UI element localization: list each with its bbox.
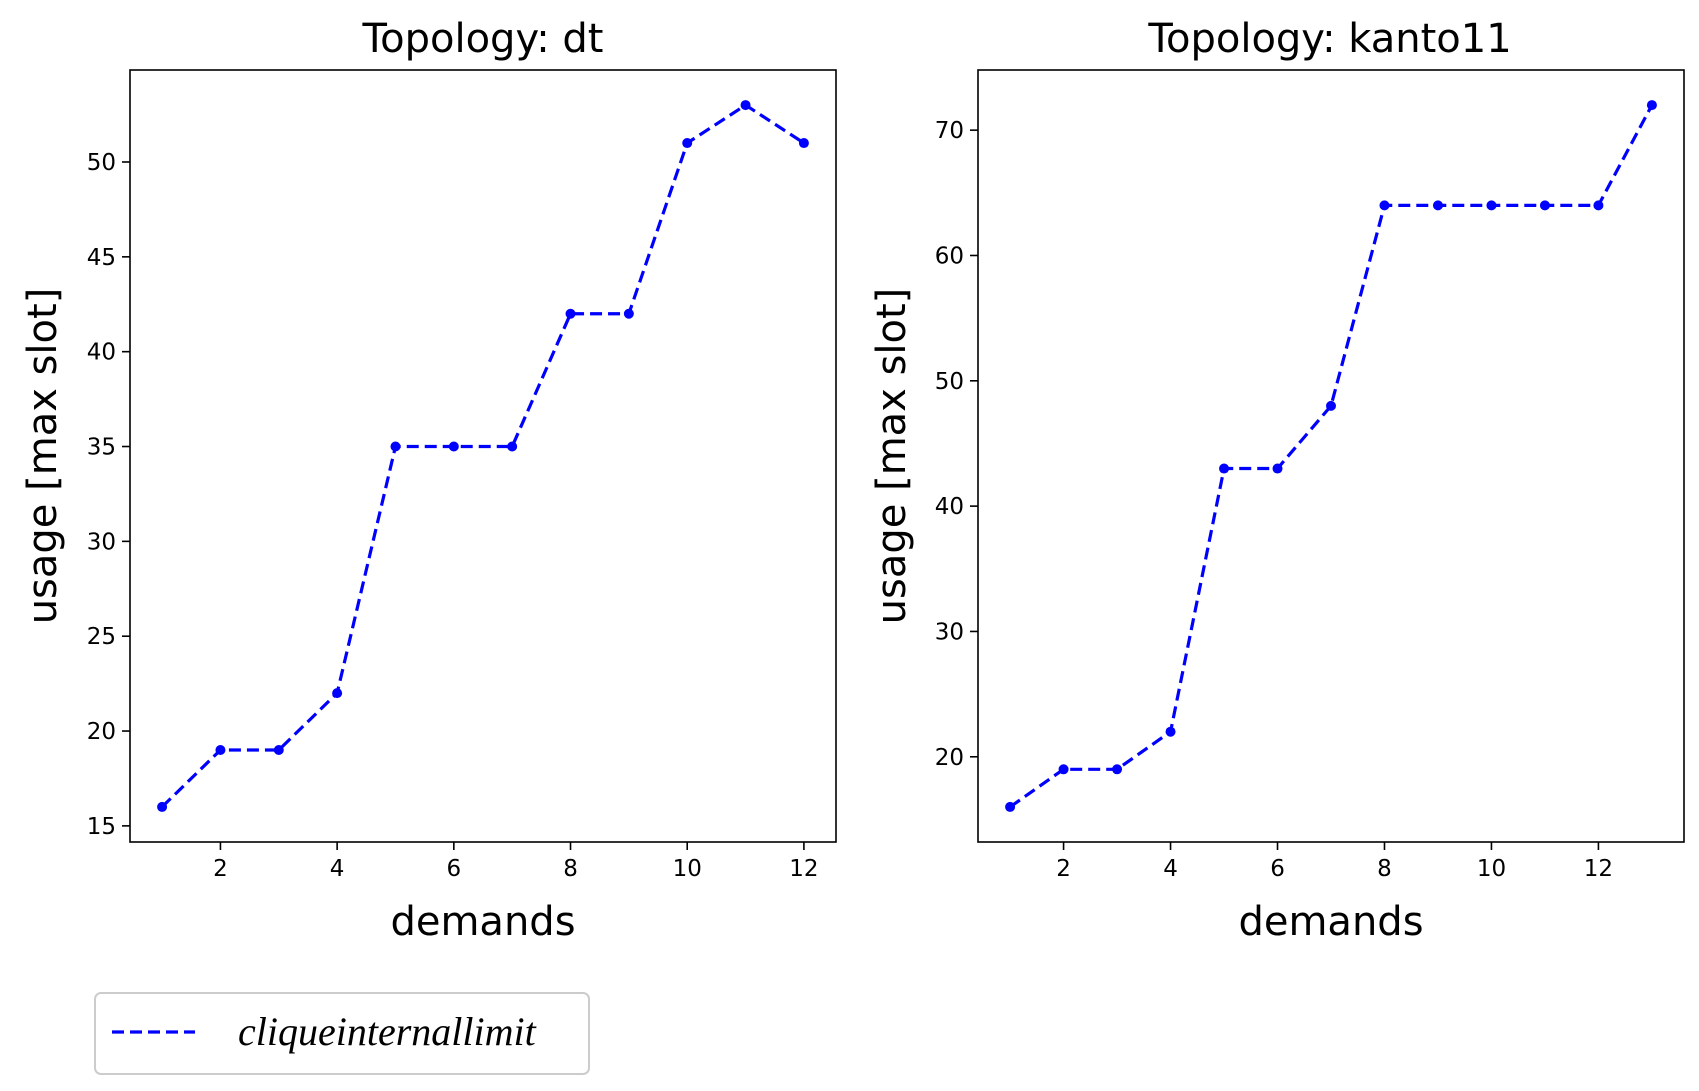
- legend-box: [94, 992, 590, 1075]
- y-tick-label: 50: [87, 150, 116, 176]
- chart-title: Topology: kanto11: [1147, 16, 1511, 62]
- data-point: [448, 441, 459, 452]
- data-point: [623, 308, 634, 319]
- x-tick-label: 6: [447, 856, 462, 882]
- x-tick-label: 4: [1163, 856, 1178, 882]
- data-point: [273, 745, 284, 756]
- series-line: [160, 103, 805, 809]
- data-point: [740, 100, 751, 111]
- y-axis-label: usage [max slot]: [869, 288, 915, 625]
- data-point: [1005, 801, 1016, 812]
- y-tick-label: 60: [935, 243, 964, 269]
- series-cliqueinternallimit: [1005, 100, 1657, 812]
- x-tick-label: 12: [1584, 856, 1613, 882]
- data-point: [1058, 764, 1069, 775]
- data-point: [1112, 764, 1123, 775]
- x-tick-label: 8: [563, 856, 578, 882]
- y-axis-ticks: 15 20 25 30 35 40 45 50: [87, 150, 130, 840]
- x-tick-label: 2: [213, 856, 228, 882]
- y-axis-ticks: 20 30 40 50 60 70: [935, 118, 978, 771]
- x-axis-ticks: 2 4 6 8 10 12: [1056, 842, 1613, 882]
- y-tick-label: 35: [87, 435, 116, 461]
- data-point: [1219, 463, 1230, 474]
- x-tick-label: 6: [1270, 856, 1285, 882]
- y-tick-label: 45: [87, 245, 116, 271]
- y-axis-label: usage [max slot]: [20, 288, 66, 625]
- y-tick-label: 50: [935, 369, 964, 395]
- x-axis-label: demands: [1238, 899, 1423, 945]
- plot-frame: [129, 69, 837, 843]
- x-tick-label: 8: [1377, 856, 1392, 882]
- data-point: [1432, 200, 1443, 211]
- data-point: [1326, 400, 1336, 411]
- y-tick-label: 40: [935, 494, 964, 520]
- y-tick-label: 15: [87, 814, 116, 840]
- data-point: [798, 138, 809, 149]
- data-point: [390, 441, 401, 452]
- y-tick-label: 30: [87, 529, 116, 555]
- data-point: [507, 441, 518, 452]
- x-tick-label: 10: [673, 856, 702, 882]
- data-point: [1272, 463, 1283, 474]
- chart-topology-kanto11: Topology: kanto11 2 4 6 8 10 12 203040506070 …: [869, 16, 1685, 945]
- x-axis-ticks: 2 4 6 8 10 12: [213, 842, 819, 882]
- data-point: [1165, 726, 1176, 737]
- legend-label: cliqueinternallimit: [238, 1009, 537, 1054]
- data-point: [215, 745, 226, 756]
- y-tick-label: 30: [935, 619, 964, 645]
- x-tick-label: 4: [330, 856, 345, 882]
- data-point: [157, 801, 168, 812]
- chart-title: Topology: dt: [362, 16, 604, 62]
- x-tick-label: 12: [789, 856, 818, 882]
- y-tick-label: 70: [935, 118, 964, 144]
- data-point: [1486, 200, 1497, 211]
- x-tick-label: 2: [1056, 856, 1071, 882]
- data-point: [1539, 200, 1550, 211]
- y-tick-label: 25: [87, 624, 116, 650]
- data-point: [1646, 100, 1657, 111]
- x-axis-label: demands: [390, 899, 575, 945]
- y-tick-label: 20: [87, 719, 116, 745]
- plot-frame: [977, 69, 1685, 843]
- y-tick-label: 40: [87, 340, 116, 366]
- chart-topology-dt: Topology: dt 2 4 6 8 10 12 15 20 25 30 35 40 45 50 d…: [20, 16, 837, 945]
- data-point: [1379, 200, 1390, 211]
- data-point: [332, 688, 343, 699]
- data-point: [565, 308, 576, 319]
- x-tick-label: 10: [1477, 856, 1506, 882]
- data-point: [1593, 200, 1604, 211]
- data-point: [682, 138, 693, 149]
- series-cliqueinternallimit: [157, 100, 809, 812]
- legend: cliqueinternallimit: [94, 992, 590, 1075]
- y-tick-label: 20: [935, 745, 964, 771]
